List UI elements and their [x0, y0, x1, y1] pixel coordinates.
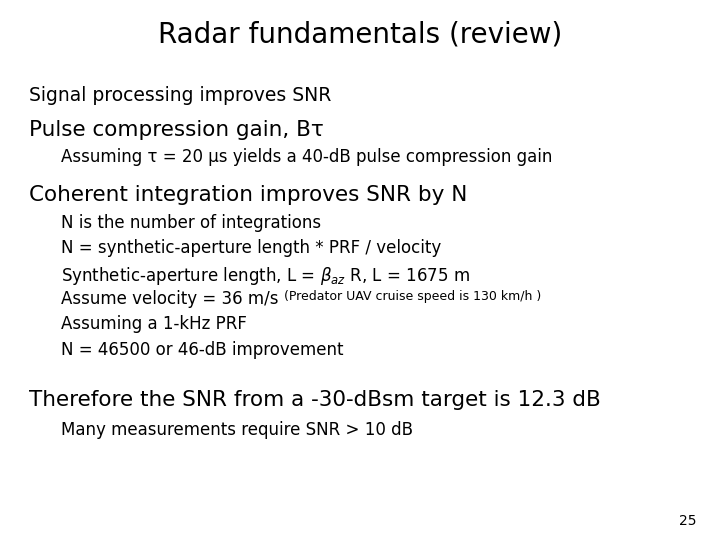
- Text: Assume velocity = 36 m/s: Assume velocity = 36 m/s: [61, 290, 284, 308]
- Text: 25: 25: [680, 514, 697, 528]
- Text: N = synthetic-aperture length * PRF / velocity: N = synthetic-aperture length * PRF / ve…: [61, 239, 441, 257]
- Text: Signal processing improves SNR: Signal processing improves SNR: [29, 86, 331, 105]
- Text: Therefore the SNR from a -30-dBsm target is 12.3 dB: Therefore the SNR from a -30-dBsm target…: [29, 390, 600, 410]
- Text: Synthetic-aperture length, L = $\beta_{az}$ R, L = 1675 m: Synthetic-aperture length, L = $\beta_{a…: [61, 265, 470, 287]
- Text: Coherent integration improves SNR by N: Coherent integration improves SNR by N: [29, 185, 467, 205]
- Text: Many measurements require SNR > 10 dB: Many measurements require SNR > 10 dB: [61, 421, 413, 439]
- Text: Radar fundamentals (review): Radar fundamentals (review): [158, 21, 562, 49]
- Text: N = 46500 or 46-dB improvement: N = 46500 or 46-dB improvement: [61, 341, 343, 359]
- Text: (Predator UAV cruise speed is 130 km/h ): (Predator UAV cruise speed is 130 km/h ): [284, 290, 541, 303]
- Text: N is the number of integrations: N is the number of integrations: [61, 214, 321, 232]
- Text: Assuming a 1-kHz PRF: Assuming a 1-kHz PRF: [61, 315, 247, 333]
- Text: Pulse compression gain, Bτ: Pulse compression gain, Bτ: [29, 120, 323, 140]
- Text: Assuming τ = 20 μs yields a 40-dB pulse compression gain: Assuming τ = 20 μs yields a 40-dB pulse …: [61, 148, 552, 166]
